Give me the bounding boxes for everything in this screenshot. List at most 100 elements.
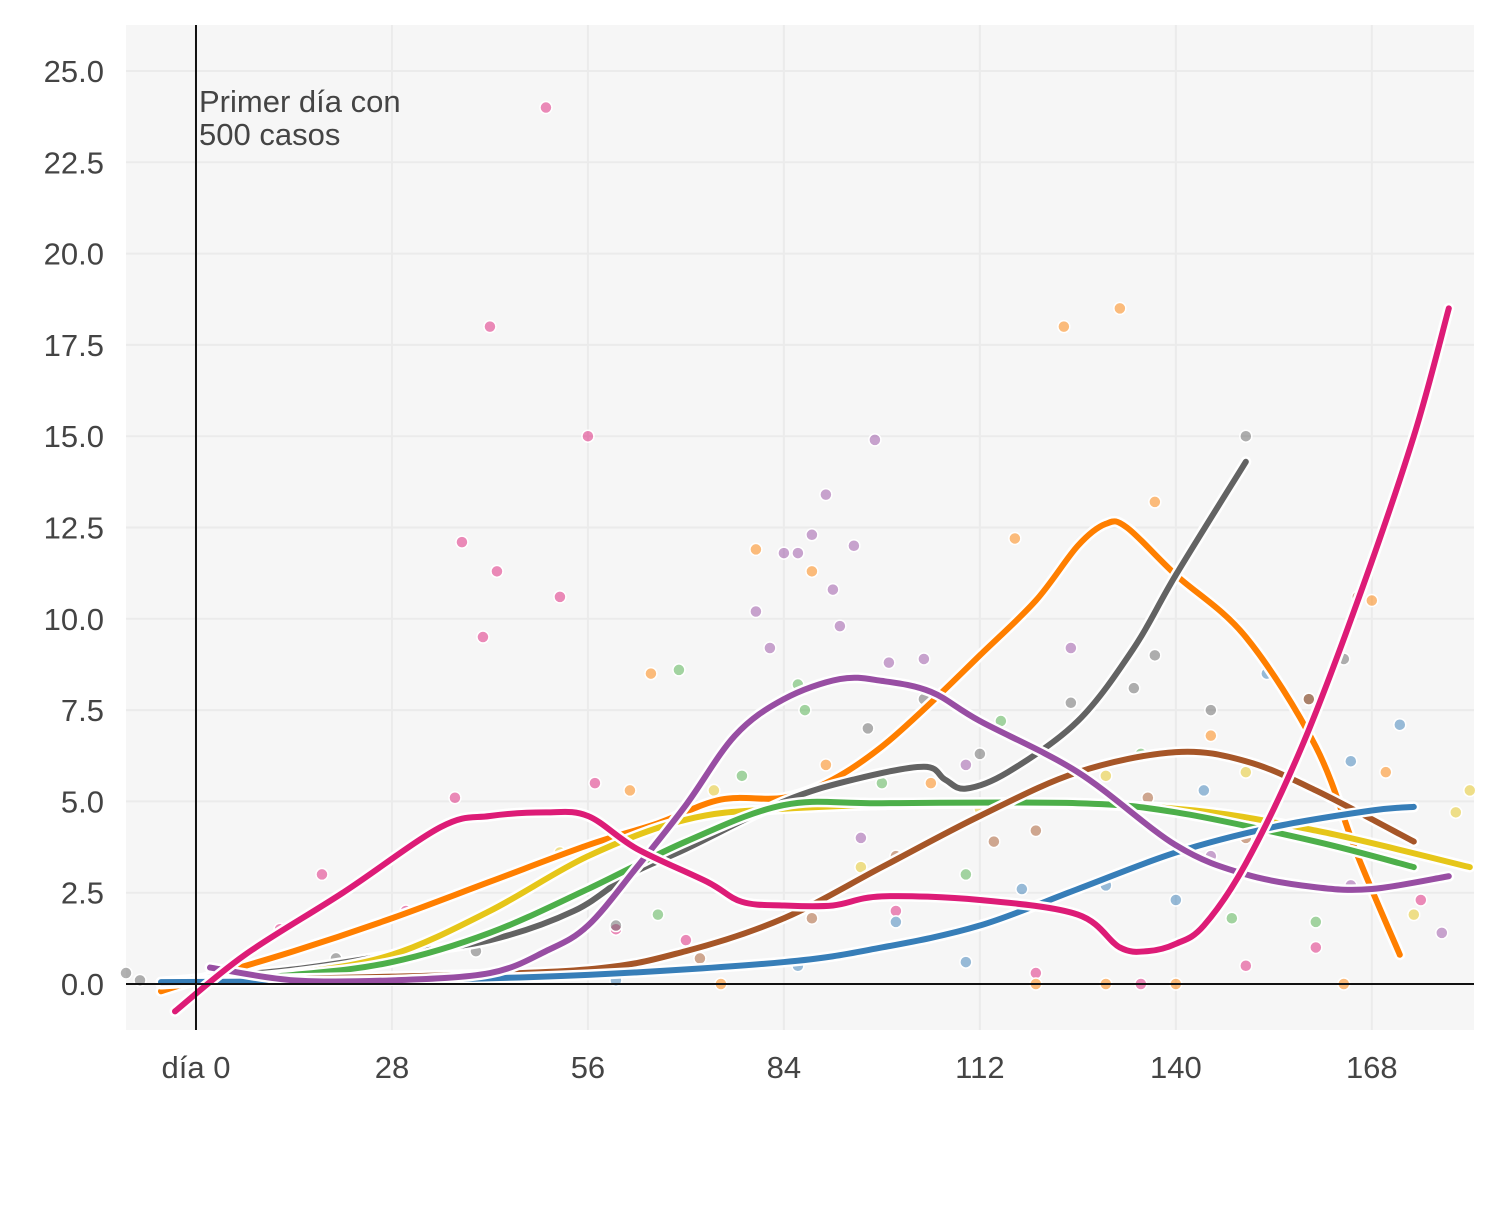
scatter-point xyxy=(553,590,567,604)
scatter-point xyxy=(623,783,637,798)
scatter-point xyxy=(315,867,329,882)
scatter-point xyxy=(1407,907,1421,922)
scatter-point xyxy=(959,867,973,882)
x-tick-label: 112 xyxy=(955,1050,1004,1085)
scatter-point xyxy=(805,564,819,579)
scatter-point xyxy=(1148,648,1162,663)
scatter-point xyxy=(1204,728,1218,743)
scatter-point xyxy=(1204,703,1218,717)
scatter-point xyxy=(644,666,658,681)
scatter-point xyxy=(868,433,882,447)
scatter-point xyxy=(1449,805,1463,820)
scatter-point xyxy=(987,834,1001,849)
y-tick-label: 20.0 xyxy=(44,237,104,272)
scatter-point xyxy=(651,907,665,922)
scatter-point xyxy=(1463,783,1477,798)
scatter-point xyxy=(1015,882,1029,896)
scatter-point xyxy=(1309,940,1323,955)
scatter-point xyxy=(672,663,686,677)
x-tick-label: día 0 xyxy=(162,1050,231,1085)
scatter-point xyxy=(1365,593,1379,608)
scatter-point xyxy=(455,535,469,549)
scatter-point xyxy=(798,703,812,717)
scatter-point xyxy=(609,918,623,933)
scatter-point xyxy=(1239,429,1253,443)
annotation-line1: Primer día con xyxy=(199,84,401,119)
scatter-point xyxy=(763,641,777,655)
y-tick-label: 12.5 xyxy=(44,511,104,546)
scatter-point xyxy=(861,721,875,736)
scatter-point xyxy=(854,831,868,845)
scatter-point xyxy=(1113,301,1127,316)
scatter-point xyxy=(819,487,833,502)
scatter-point xyxy=(1435,926,1449,940)
y-tick-label: 0.0 xyxy=(61,967,104,1002)
scatter-point xyxy=(581,429,595,443)
scatter-point xyxy=(882,655,896,670)
scatter-point xyxy=(1099,769,1113,783)
scatter-point xyxy=(1344,754,1358,768)
scatter-point xyxy=(693,951,707,966)
x-tick-label: 84 xyxy=(767,1050,801,1085)
scatter-point xyxy=(805,911,819,926)
scatter-point xyxy=(833,619,847,633)
scatter-point xyxy=(1057,319,1071,334)
scatter-point xyxy=(791,546,805,560)
scatter-point xyxy=(483,319,497,334)
scatter-point xyxy=(1029,966,1043,980)
scatter-point xyxy=(749,604,763,619)
scatter-point xyxy=(1148,495,1162,509)
scatter-point xyxy=(735,769,749,783)
scatter-point xyxy=(1064,641,1078,655)
x-tick-label: 56 xyxy=(571,1050,605,1085)
scatter-point xyxy=(1064,696,1078,710)
scatter-point xyxy=(889,915,903,929)
scatter-point xyxy=(476,630,490,644)
scatter-point xyxy=(819,758,833,772)
y-tick-label: 25.0 xyxy=(44,54,104,89)
scatter-point xyxy=(1029,823,1043,838)
y-tick-label: 7.5 xyxy=(61,693,104,728)
scatter-point xyxy=(1414,893,1428,907)
scatter-point xyxy=(1008,531,1022,546)
scatter-point xyxy=(973,747,987,761)
scatter-point xyxy=(1302,692,1316,706)
scatter-point xyxy=(959,955,973,969)
scatter-point xyxy=(826,582,840,597)
scatter-point xyxy=(1225,911,1239,926)
scatter-point xyxy=(539,100,553,115)
annotation-line2: 500 casos xyxy=(199,117,340,152)
series-lines xyxy=(155,302,1476,1017)
scatter-point xyxy=(588,776,602,790)
scatter-point xyxy=(1309,915,1323,929)
x-tick-label: 28 xyxy=(375,1050,409,1085)
scatter-point xyxy=(749,542,763,557)
scatter-point xyxy=(805,528,819,542)
series-line-orange xyxy=(157,518,1403,995)
y-tick-label: 15.0 xyxy=(44,419,104,454)
scatter-point xyxy=(917,652,931,666)
x-tick-label: 140 xyxy=(1150,1050,1202,1085)
y-tick-label: 2.5 xyxy=(61,876,104,911)
scatter-point xyxy=(448,790,462,805)
scatter-point xyxy=(1197,783,1211,798)
scatter-point xyxy=(490,564,504,579)
series-line-purple xyxy=(206,674,1452,985)
y-tick-label: 17.5 xyxy=(44,328,104,363)
scatter-point xyxy=(1379,765,1393,779)
scatter-point xyxy=(959,758,973,772)
axes: 0.0 2.5 5.0 7.5 10.0 12.5 15.0 17.5 20.0 22.5 25.0… xyxy=(44,25,1474,1085)
x-tick-label: 168 xyxy=(1346,1050,1398,1085)
scatter-point xyxy=(924,776,938,790)
scatter-point xyxy=(777,546,791,560)
scatter-point xyxy=(1239,958,1253,973)
y-tick-label: 5.0 xyxy=(61,784,104,819)
scatter-point xyxy=(1127,681,1141,695)
scatter-point xyxy=(1169,893,1183,907)
y-tick-label: 22.5 xyxy=(44,145,104,180)
scatter-point xyxy=(847,539,861,553)
scatter-point xyxy=(119,966,133,980)
series-line-magenta xyxy=(171,305,1452,1015)
scatter-point xyxy=(1393,717,1407,732)
